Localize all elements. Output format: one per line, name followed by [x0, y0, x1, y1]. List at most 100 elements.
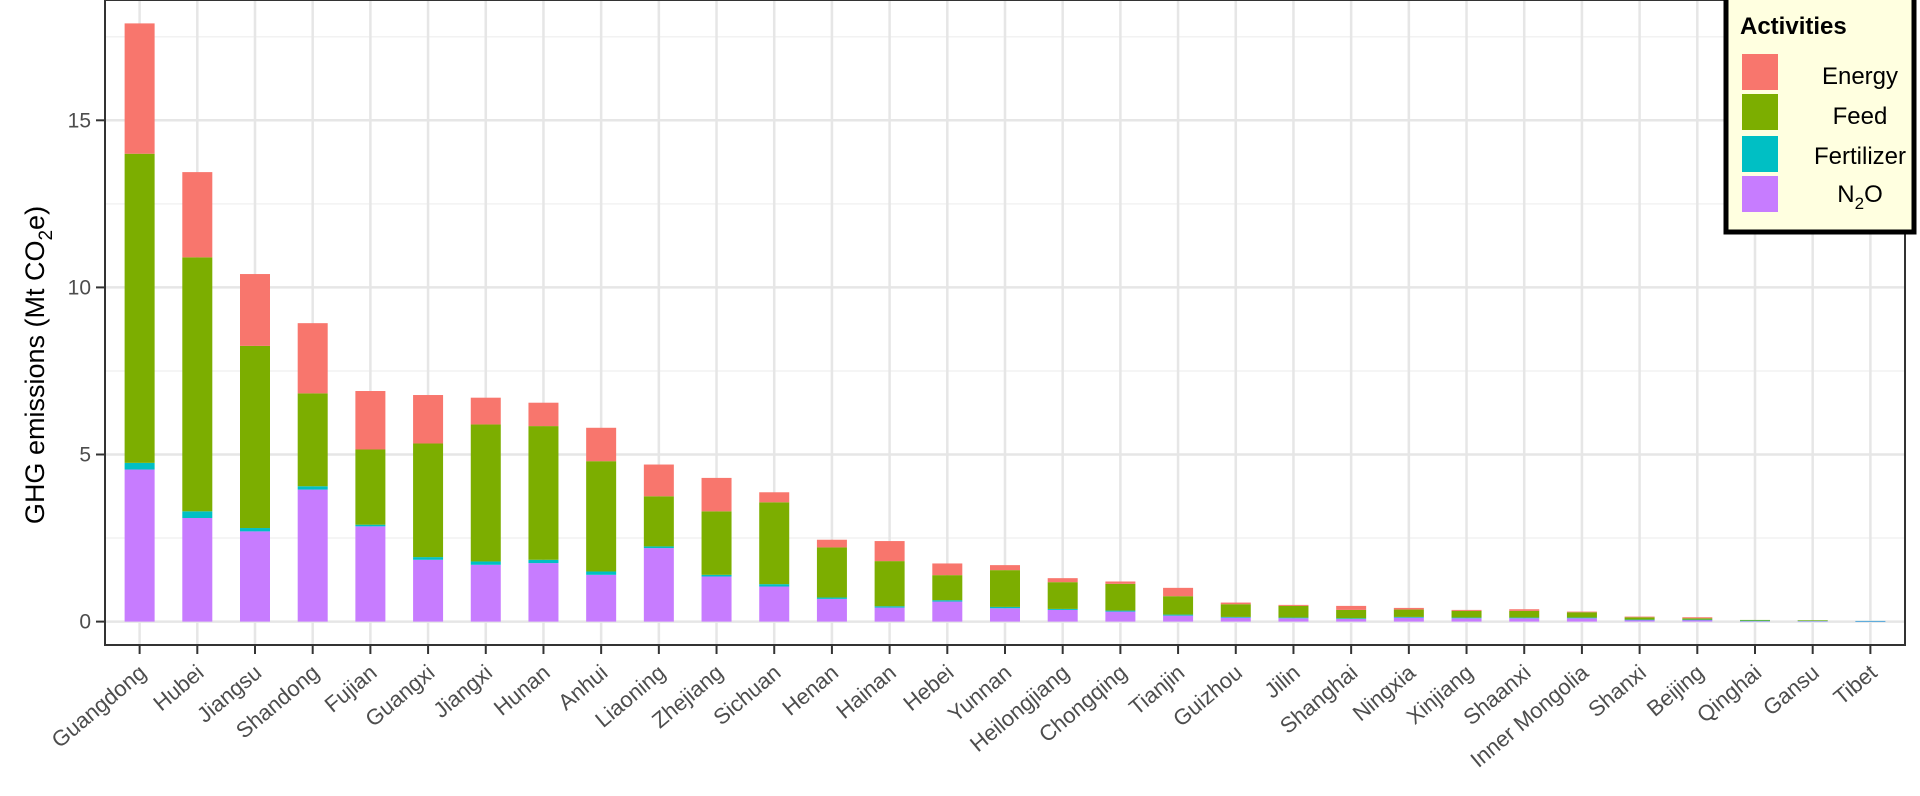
bar-segment-feed: [759, 502, 790, 585]
bar-stack-hubei: [182, 172, 213, 622]
bar-segment-fertilizer: [586, 571, 617, 575]
bar-segment-fertilizer: [1047, 608, 1078, 610]
bar-segment-n2o: [1566, 618, 1597, 622]
bar-segment-feed: [586, 461, 617, 572]
bar-segment-fertilizer: [1105, 610, 1136, 612]
bar-stack-tianjin: [1163, 587, 1194, 622]
bar-segment-fertilizer: [355, 524, 386, 527]
bar-segment-feed: [1740, 619, 1770, 621]
bar-segment-fertilizer: [1855, 620, 1886, 622]
bar-segment-fertilizer: [1682, 619, 1713, 621]
bar-segment-n2o: [1163, 615, 1194, 622]
bar-stack-beijing: [1682, 617, 1713, 622]
bar-segment-n2o: [586, 574, 617, 622]
bar-segment-fertilizer: [1163, 614, 1194, 616]
bar-segment-energy: [528, 402, 559, 427]
bar-segment-fertilizer: [701, 574, 732, 577]
bar-segment-energy: [355, 391, 386, 450]
bar-segment-fertilizer: [1220, 616, 1251, 618]
bar-segment-feed: [1566, 612, 1597, 618]
bar-stack-guangdong: [124, 23, 155, 622]
bar-segment-fertilizer: [1740, 620, 1770, 622]
y-axis-label-tail: e): [20, 206, 50, 230]
x-tick-label: Jiangxi: [428, 660, 497, 723]
x-tick-label: Jilin: [1260, 660, 1305, 704]
bar-segment-feed: [1220, 604, 1251, 617]
bar-segment-fertilizer: [297, 486, 328, 490]
bar-segment-fertilizer: [470, 561, 501, 565]
bar-segment-energy: [932, 563, 963, 576]
bar-segment-feed: [816, 547, 847, 598]
bar-segment-fertilizer: [240, 528, 270, 532]
legend-label-energy: Energy: [1822, 63, 1898, 90]
bar-segment-n2o: [240, 531, 270, 622]
bar-segment-fertilizer: [874, 606, 905, 608]
bar-segment-energy: [470, 397, 501, 425]
x-tick-label: Shanxi: [1583, 660, 1651, 722]
bar-segment-n2o: [1624, 619, 1655, 622]
bar-segment-n2o: [1047, 609, 1078, 622]
bar-stack-shandong: [297, 323, 328, 622]
bar-segment-energy: [1105, 581, 1136, 584]
bar-stack-qinghai: [1740, 619, 1770, 622]
bar-segment-fertilizer: [816, 597, 847, 599]
bar-segment-n2o: [297, 489, 328, 622]
legend-key-n2o: [1742, 176, 1778, 212]
bar-segment-n2o: [413, 559, 444, 622]
bar-segment-n2o: [1797, 620, 1828, 622]
bar-segment-n2o: [1220, 617, 1251, 622]
bar-segment-n2o: [1393, 617, 1424, 622]
bar-segment-feed: [124, 153, 155, 463]
x-tick-label: Gansu: [1758, 660, 1824, 721]
bar-segment-n2o: [701, 576, 732, 622]
bar-segment-energy: [1451, 609, 1482, 611]
bar-segment-feed: [643, 496, 674, 547]
bar-segment-feed: [413, 443, 444, 558]
x-tick-label: Henan: [777, 660, 843, 721]
bar-segment-n2o: [124, 469, 155, 622]
bar-segment-feed: [1393, 609, 1424, 617]
bar-segment-feed: [1624, 617, 1655, 620]
bar-stack-hebei: [932, 563, 963, 622]
bar-stack-chongqing: [1105, 581, 1136, 622]
bar-segment-energy: [1624, 616, 1655, 618]
y-tick-label: 5: [79, 444, 91, 467]
bar-segment-energy: [1336, 605, 1367, 610]
x-tick-label: Hunan: [489, 660, 555, 721]
bar-segment-energy: [874, 541, 905, 562]
bar-segment-energy: [759, 492, 790, 503]
bar-segment-energy: [1163, 587, 1194, 597]
bar-segment-feed: [1509, 610, 1540, 618]
bar-segment-feed: [1451, 610, 1482, 618]
bar-stack-jiangxi: [470, 397, 501, 622]
bar-segment-energy: [413, 395, 444, 444]
bar-stack-hainan: [874, 541, 905, 622]
bar-stack-hunan: [528, 402, 559, 622]
bar-segment-feed: [470, 424, 501, 562]
bar-segment-feed: [932, 575, 963, 601]
bar-segment-n2o: [932, 601, 963, 622]
bar-stack-liaoning: [643, 464, 674, 622]
x-tick-label: Tibet: [1829, 660, 1882, 710]
bar-segment-energy: [990, 565, 1020, 571]
bar-segment-fertilizer: [1624, 619, 1655, 621]
bar-segment-feed: [701, 511, 732, 575]
y-tick-label: 10: [68, 276, 91, 299]
bar-segment-fertilizer: [1393, 616, 1424, 618]
bar-stack-tibet: [1855, 620, 1886, 622]
bar-segment-n2o: [355, 526, 386, 622]
legend-label-n2o: N2O: [1837, 181, 1882, 213]
bar-segment-feed: [1278, 605, 1309, 618]
bar-segment-n2o: [528, 563, 559, 622]
legend-label-feed: Feed: [1833, 103, 1888, 130]
bar-segment-feed: [1047, 582, 1078, 609]
bar-stack-shanghai: [1336, 605, 1367, 622]
bar-segment-fertilizer: [1278, 617, 1309, 619]
bar-segment-n2o: [1855, 621, 1886, 622]
bar-segment-fertilizer: [124, 462, 155, 470]
bar-segment-fertilizer: [643, 546, 674, 549]
bar-stack-ningxia: [1393, 607, 1424, 622]
bar-segment-fertilizer: [413, 557, 444, 560]
bars: [124, 23, 1886, 622]
